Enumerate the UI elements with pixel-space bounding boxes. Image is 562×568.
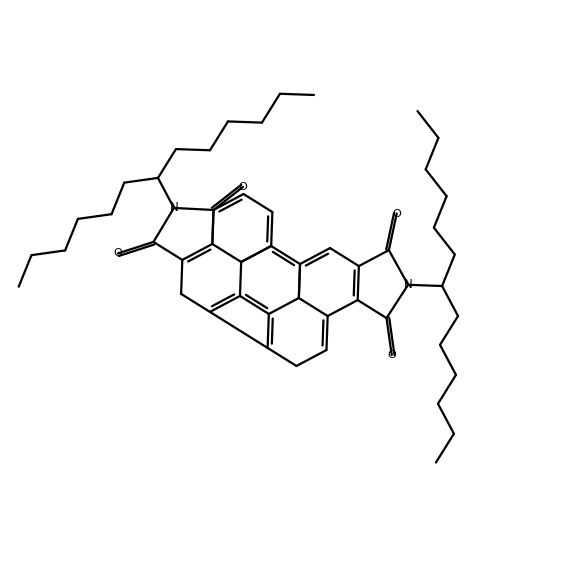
Text: O: O bbox=[239, 182, 247, 192]
Text: O: O bbox=[387, 350, 396, 360]
Text: N: N bbox=[404, 278, 413, 291]
Text: O: O bbox=[392, 208, 401, 219]
Text: O: O bbox=[114, 248, 123, 258]
Text: N: N bbox=[170, 202, 178, 215]
